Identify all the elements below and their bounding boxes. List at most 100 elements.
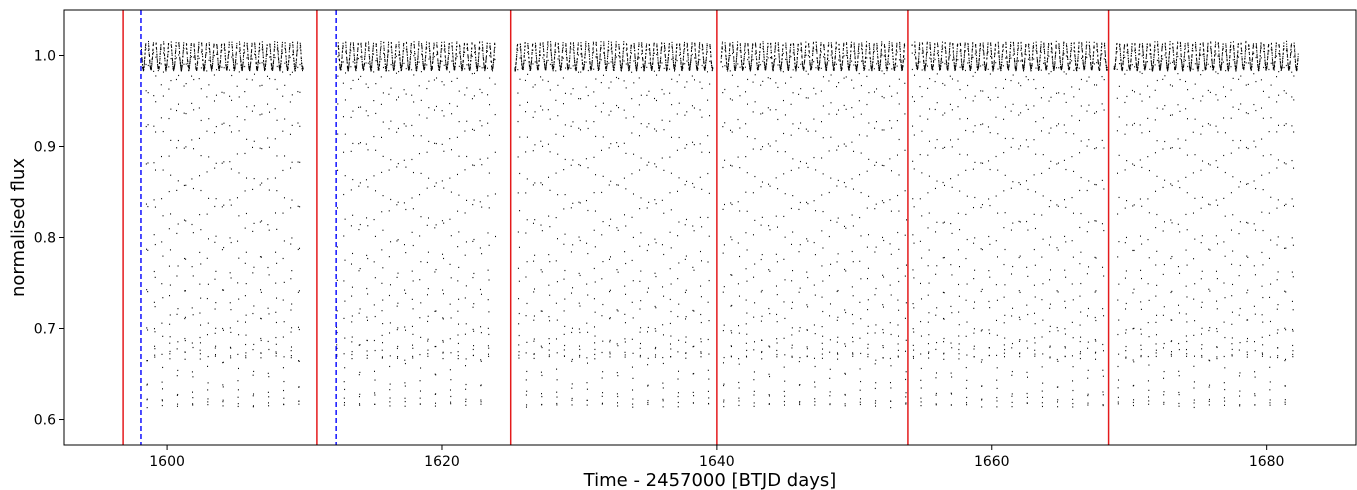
data-point [603,176,604,177]
data-point [285,45,286,46]
data-point [187,63,188,64]
data-point [662,399,663,400]
data-point [261,318,262,319]
data-point [658,59,659,60]
data-point [669,192,670,193]
data-point [475,54,476,55]
data-point [616,56,617,57]
data-point [391,43,392,44]
data-point [200,342,201,343]
data-point [479,52,480,53]
data-point [342,54,343,55]
data-point [455,66,456,67]
data-point [665,50,666,51]
data-point [577,58,578,59]
data-point [594,342,595,343]
data-point [637,62,638,63]
data-point [414,44,415,45]
data-point [202,56,203,57]
data-point [221,50,222,51]
data-point [487,46,488,47]
data-point [260,338,261,339]
data-point [558,58,559,59]
data-point [200,263,201,264]
data-point [238,258,239,259]
data-point [474,130,475,131]
data-point [641,53,642,54]
data-point [176,110,177,111]
data-point [593,44,594,45]
data-point [161,84,162,85]
data-point [383,121,384,122]
data-point [596,42,597,43]
data-point [535,49,536,50]
data-point [223,400,224,401]
data-point [640,355,641,356]
data-point [190,47,191,48]
data-point [443,223,444,224]
data-point [345,99,346,100]
data-point [267,137,268,138]
data-point [267,45,268,46]
data-point [612,57,613,58]
data-point [410,54,411,55]
data-point [454,68,455,69]
data-point [301,58,302,59]
data-point [585,45,586,46]
data-point [412,271,413,272]
data-point [540,45,541,46]
data-point [581,53,582,54]
data-point [392,60,393,61]
data-point [632,367,633,368]
data-point [442,254,443,255]
data-point [645,61,646,62]
data-point [242,64,243,65]
data-point [298,327,299,328]
data-point [387,59,388,60]
data-point [280,63,281,64]
data-point [451,149,452,150]
data-point [192,376,193,377]
data-point [471,51,472,52]
data-point [433,47,434,48]
data-point [645,58,646,59]
data-point [665,62,666,63]
data-point [396,204,397,205]
data-point [146,90,147,91]
data-point [555,51,556,52]
data-point [147,250,148,251]
data-point [559,55,560,56]
data-point [217,60,218,61]
data-point [232,44,233,45]
data-point [375,316,376,317]
data-point [207,214,208,215]
data-point [191,43,192,44]
data-point [406,49,407,50]
data-point [216,126,217,127]
data-point [216,54,217,55]
data-point [459,91,460,92]
data-point [253,395,254,396]
data-point [251,49,252,50]
data-point [397,277,398,278]
data-point [472,43,473,44]
data-point [360,106,361,107]
data-point [169,353,170,354]
data-point [533,320,534,321]
data-point [248,62,249,63]
data-point [524,53,525,54]
data-point [238,299,239,300]
data-point [207,404,208,405]
data-point [578,42,579,43]
data-point [288,60,289,61]
data-point [178,223,179,224]
data-point [259,44,260,45]
data-point [156,54,157,55]
data-point [290,207,291,208]
data-point [663,170,664,171]
data-point [542,347,543,348]
data-point [344,301,345,302]
data-point [282,46,283,47]
data-point [517,50,518,51]
data-point [532,44,533,45]
